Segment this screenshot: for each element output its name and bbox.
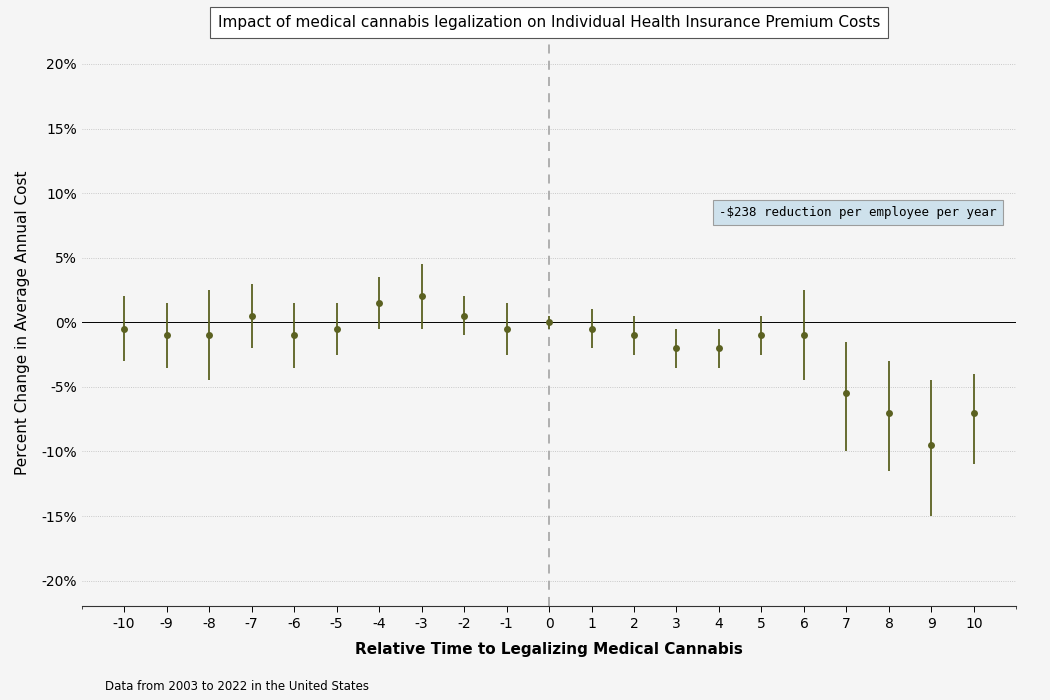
Y-axis label: Percent Change in Average Annual Cost: Percent Change in Average Annual Cost	[15, 170, 30, 475]
Title: Impact of medical cannabis legalization on Individual Health Insurance Premium C: Impact of medical cannabis legalization …	[217, 15, 880, 30]
X-axis label: Relative Time to Legalizing Medical Cannabis: Relative Time to Legalizing Medical Cann…	[355, 642, 743, 657]
Text: Data from 2003 to 2022 in the United States: Data from 2003 to 2022 in the United Sta…	[105, 680, 369, 692]
Text: -$238 reduction per employee per year: -$238 reduction per employee per year	[719, 206, 996, 219]
